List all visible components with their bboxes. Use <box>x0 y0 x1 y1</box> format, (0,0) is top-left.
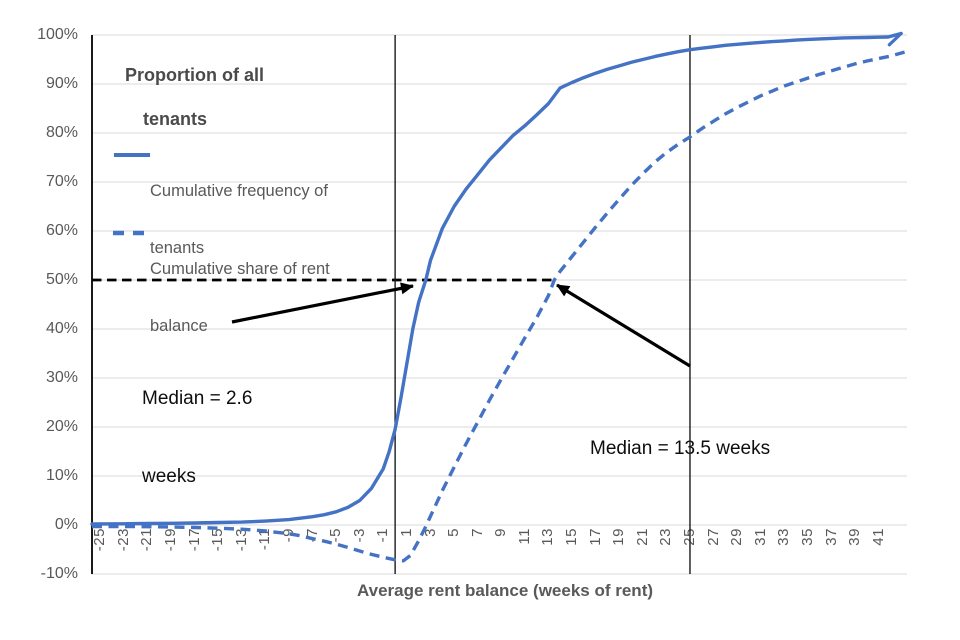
x-tick-label: 29 <box>728 528 746 546</box>
y-tick-label: 80% <box>45 124 78 141</box>
x-tick-label: 5 <box>445 528 463 537</box>
y-tick-label: 20% <box>45 418 78 435</box>
curve-end-tip <box>887 31 903 47</box>
x-tick-label: 9 <box>492 528 510 537</box>
x-tick-label: 13 <box>539 528 557 546</box>
annotation-median-share: Median = 13.5 weeks <box>590 384 770 514</box>
x-tick-label: -7 <box>303 528 321 543</box>
x-tick-label: -5 <box>327 528 345 543</box>
y-tick-label: 30% <box>45 369 78 386</box>
y-tick-label: 60% <box>45 222 78 239</box>
x-tick-label: -11 <box>256 528 274 551</box>
x-tick-label: -3 <box>350 528 368 543</box>
annotation-line1: Median = 13.5 weeks <box>590 438 771 459</box>
x-tick-label: 25 <box>680 528 698 546</box>
y-tick-label: 10% <box>45 467 78 484</box>
annotation-line1: Median = 2.6 <box>142 388 253 409</box>
x-axis-title: Average rent balance (weeks of rent) <box>356 581 654 600</box>
x-tick-label: -23 <box>114 528 132 552</box>
x-tick-label: -9 <box>279 528 297 543</box>
x-tick-label: 27 <box>704 528 722 546</box>
annotation-median-frequency: Median = 2.6 weeks <box>142 334 252 542</box>
annotation-line2: weeks <box>142 466 196 487</box>
x-tick-label: 17 <box>586 528 604 546</box>
y-tick-label: 100% <box>37 26 78 43</box>
x-tick-label: 3 <box>421 528 439 537</box>
y-tick-label: 0% <box>54 516 78 533</box>
arrow-to-share-median <box>556 283 691 368</box>
legend-swatch-dashed-line <box>113 230 151 236</box>
x-tick-label: 15 <box>563 528 581 546</box>
x-tick-label: 19 <box>610 528 628 546</box>
x-tick-label: 39 <box>846 528 864 546</box>
x-tick-label: 21 <box>633 528 651 546</box>
y-tick-label: 90% <box>45 75 78 92</box>
plot-title-line2: tenants <box>143 109 208 129</box>
legend-label-line1: Cumulative frequency of <box>150 182 328 200</box>
y-tick-label: 50% <box>45 271 78 288</box>
y-tick-label: 70% <box>45 173 78 190</box>
x-tick-label: 33 <box>775 528 793 546</box>
x-tick-label: 23 <box>657 528 675 546</box>
x-tick-label: 35 <box>798 528 816 546</box>
x-tick-label: 1 <box>397 528 415 537</box>
x-tick-label: 41 <box>869 528 887 546</box>
y-tick-label: 40% <box>45 320 78 337</box>
x-tick-label: 31 <box>751 528 769 546</box>
x-tick-label: -25 <box>91 528 109 552</box>
x-tick-label: 37 <box>822 528 840 546</box>
x-tick-label: 11 <box>515 528 533 545</box>
legend-label-line1: Cumulative share of rent <box>150 260 330 278</box>
x-tick-label: -1 <box>374 528 392 543</box>
plot-title-line1: Proportion of all <box>125 65 265 85</box>
x-tick-label: 7 <box>468 528 486 537</box>
y-tick-label: -10% <box>40 565 78 582</box>
